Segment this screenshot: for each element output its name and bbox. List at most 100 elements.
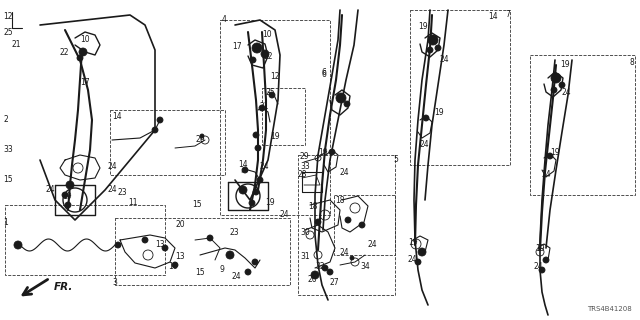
Text: 19: 19 <box>560 60 570 69</box>
Text: 25: 25 <box>265 88 275 97</box>
Bar <box>5 205 165 275</box>
Text: 27: 27 <box>330 278 340 287</box>
Circle shape <box>259 105 265 111</box>
Text: 20: 20 <box>175 220 184 229</box>
Text: 12: 12 <box>270 72 280 81</box>
Text: 24: 24 <box>280 210 290 219</box>
Text: 15: 15 <box>3 175 13 184</box>
Text: 19: 19 <box>550 148 559 157</box>
Text: 30: 30 <box>300 228 310 237</box>
Text: 16: 16 <box>168 262 178 271</box>
Bar <box>298 155 395 295</box>
Circle shape <box>559 82 565 88</box>
Text: 29: 29 <box>300 152 310 161</box>
Circle shape <box>551 87 557 93</box>
Text: 24: 24 <box>562 88 572 97</box>
Circle shape <box>435 45 441 51</box>
Circle shape <box>269 92 275 98</box>
Circle shape <box>327 269 333 275</box>
Text: 23: 23 <box>117 188 127 197</box>
Text: 8: 8 <box>630 58 635 67</box>
Circle shape <box>253 132 259 138</box>
Circle shape <box>115 242 121 248</box>
Text: 18: 18 <box>308 202 317 211</box>
Circle shape <box>245 269 251 275</box>
Text: 11: 11 <box>128 198 138 207</box>
Text: 14: 14 <box>112 112 122 121</box>
Circle shape <box>65 202 71 208</box>
Text: 21: 21 <box>260 102 269 111</box>
Circle shape <box>226 251 234 259</box>
Circle shape <box>359 222 365 228</box>
Circle shape <box>418 248 426 256</box>
Text: 6: 6 <box>322 70 327 79</box>
Text: 24: 24 <box>534 262 543 271</box>
Text: 24: 24 <box>340 168 349 177</box>
Circle shape <box>172 262 178 268</box>
Circle shape <box>62 192 68 198</box>
Circle shape <box>257 177 263 183</box>
Text: 24: 24 <box>45 185 54 194</box>
Circle shape <box>250 57 256 63</box>
Bar <box>334 195 395 255</box>
Text: 7: 7 <box>505 10 510 19</box>
Text: 23: 23 <box>230 228 239 237</box>
Circle shape <box>79 48 87 56</box>
Text: FR.: FR. <box>54 282 74 292</box>
Circle shape <box>66 181 74 189</box>
Text: 33: 33 <box>3 145 13 154</box>
Circle shape <box>427 47 433 53</box>
Text: 22: 22 <box>264 52 273 61</box>
Circle shape <box>253 189 259 195</box>
Text: 19: 19 <box>62 192 72 201</box>
Text: 10: 10 <box>80 35 90 44</box>
Text: 24: 24 <box>440 55 450 64</box>
Circle shape <box>157 117 163 123</box>
Text: 2: 2 <box>3 115 8 124</box>
Circle shape <box>255 145 261 151</box>
Text: 25: 25 <box>3 28 13 37</box>
Circle shape <box>239 186 247 194</box>
Text: 24: 24 <box>108 162 118 171</box>
Text: 19: 19 <box>418 22 428 31</box>
Text: 19: 19 <box>318 148 328 157</box>
Text: 3: 3 <box>112 278 117 287</box>
Text: 29: 29 <box>195 135 205 144</box>
Circle shape <box>423 115 429 121</box>
Text: 32: 32 <box>315 262 324 271</box>
Bar <box>220 20 330 215</box>
Text: 13: 13 <box>175 252 184 261</box>
Circle shape <box>242 167 248 173</box>
Circle shape <box>152 127 158 133</box>
Text: 13: 13 <box>155 240 164 249</box>
Circle shape <box>142 237 148 243</box>
Text: 17: 17 <box>232 42 242 51</box>
Bar <box>410 10 510 165</box>
Circle shape <box>345 217 351 223</box>
Text: 31: 31 <box>300 252 310 261</box>
Text: 14: 14 <box>488 12 498 21</box>
Text: 24: 24 <box>108 185 118 194</box>
Text: 28: 28 <box>298 170 307 179</box>
Text: 24: 24 <box>368 240 378 249</box>
Circle shape <box>428 35 438 45</box>
Text: 15: 15 <box>192 200 202 209</box>
Text: 19: 19 <box>270 132 280 141</box>
Text: 24: 24 <box>340 248 349 257</box>
Circle shape <box>336 93 346 103</box>
Text: 34: 34 <box>360 262 370 271</box>
Circle shape <box>547 153 553 159</box>
Circle shape <box>207 235 213 241</box>
Text: 24: 24 <box>420 140 429 149</box>
Text: 22: 22 <box>60 48 70 57</box>
Text: 19: 19 <box>265 198 275 207</box>
Text: 14: 14 <box>238 160 248 169</box>
Circle shape <box>77 55 83 61</box>
Text: 24: 24 <box>232 272 242 281</box>
Circle shape <box>315 219 321 225</box>
Circle shape <box>350 256 354 260</box>
Circle shape <box>261 50 269 58</box>
Circle shape <box>344 101 350 107</box>
Text: 12: 12 <box>3 12 13 21</box>
Text: 10: 10 <box>262 30 271 39</box>
